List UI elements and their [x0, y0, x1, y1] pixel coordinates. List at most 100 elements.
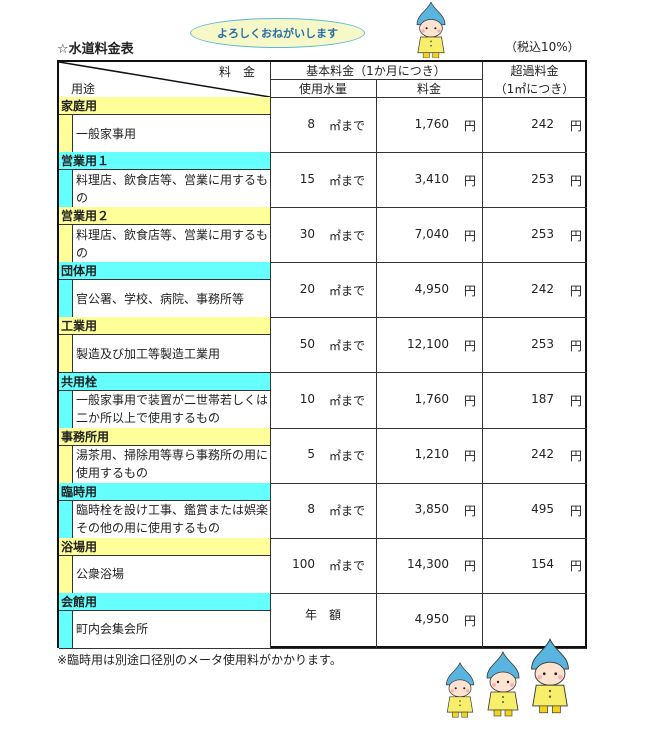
yen-unit: 円 [570, 283, 583, 298]
basic-fee-value: 1,760 [414, 392, 449, 407]
basic-fee-value: 7,040 [414, 226, 449, 241]
usage-unit: ㎡まで [329, 504, 366, 519]
usage-annual: 年 額 [304, 608, 341, 623]
usage-unit: ㎡まで [329, 118, 366, 133]
mascot-medium-icon [486, 651, 520, 717]
footnote: ※臨時用は別途口径別のメータ使用料がかかります。 [57, 653, 342, 667]
category-label: 会館用 [59, 592, 270, 611]
header-basic-fee: 基本料金（1か月につき） [306, 64, 446, 78]
usage-volume: 15 [299, 171, 315, 186]
basic-fee-value: 3,410 [414, 171, 449, 186]
excess-fee-value: 495 [531, 502, 554, 517]
excess-fee-value: 242 [531, 447, 554, 462]
excess-fee-value: 253 [531, 336, 554, 351]
excess-fee-value: 253 [531, 171, 554, 186]
usage-volume: 5 [307, 447, 315, 462]
yen-unit: 円 [464, 614, 477, 629]
speech-bubble [190, 18, 365, 48]
category-label: 営業用１ [59, 152, 270, 171]
usage-unit: ㎡まで [329, 228, 366, 243]
category-label: 団体用 [59, 262, 270, 281]
category-label: 浴場用 [59, 537, 270, 556]
category-label: 事務所用 [59, 427, 270, 446]
header-excess-unit: （1㎡につき） [494, 81, 575, 96]
category-description: 料理店、飲食店等、営業に用するもの [72, 225, 270, 263]
yen-unit: 円 [570, 118, 583, 133]
header-excess-fee: 超過料金 [510, 64, 559, 78]
mascot-small-icon [445, 662, 475, 718]
table-row: 家庭用 一般家事用 8 ㎡まで 1,760 円 242 円 [59, 97, 587, 154]
usage-volume: 100 [292, 557, 315, 572]
usage-unit: ㎡まで [329, 173, 366, 188]
yen-unit: 円 [570, 338, 583, 353]
usage-volume: 30 [299, 226, 315, 241]
yen-unit: 円 [464, 173, 477, 188]
table-row: 共用栓 一般家事用で装置が二世帯若しくは二か所以上で使用するもの 10 ㎡まで 1,… [59, 372, 587, 429]
usage-volume: 8 [307, 502, 315, 517]
usage-volume: 8 [307, 116, 315, 131]
yen-unit: 円 [570, 228, 583, 243]
header-fee-label: 料 金 [219, 65, 256, 79]
category-description: 臨時栓を設け工事、鑑賞または娯楽その他の用に使用するもの [72, 500, 270, 538]
category-label: 工業用 [59, 317, 270, 336]
usage-unit: ㎡まで [329, 559, 366, 574]
category-description: 料理店、飲食店等、営業に用するもの [72, 170, 270, 208]
usage-volume: 50 [299, 336, 315, 351]
usage-unit: ㎡まで [329, 449, 366, 464]
header-usage: 使用水量 [298, 81, 347, 96]
table-row: 事務所用 湯茶用、掃除用等専ら事務所の用に使用するもの 5 ㎡まで 1,210 円 2… [59, 427, 587, 484]
yen-unit: 円 [464, 338, 477, 353]
yen-unit: 円 [464, 559, 477, 574]
category-label: 共用栓 [59, 372, 270, 391]
usage-unit: ㎡まで [329, 394, 366, 409]
tax-note: （税込10%） [505, 40, 580, 54]
header-use-label: 用途 [71, 82, 96, 96]
excess-fee-value: 253 [531, 226, 554, 241]
excess-fee-value: 242 [531, 116, 554, 131]
category-description: 公衆浴場 [72, 555, 270, 593]
yen-unit: 円 [464, 504, 477, 519]
category-label: 営業用２ [59, 207, 270, 226]
table-row: 会館用 町内会集会所 年 額 4,950 円 [59, 592, 587, 649]
table-row: 工業用 製造及び加工等製造工業用 50 ㎡まで 12,100 円 253 円 [59, 317, 587, 374]
basic-fee-value: 1,210 [414, 447, 449, 462]
basic-fee-value: 4,950 [414, 281, 449, 296]
table-row: 臨時用 臨時栓を設け工事、鑑賞または娯楽その他の用に使用するもの 8 ㎡まで 3,8… [59, 482, 587, 539]
excess-fee-value: 242 [531, 281, 554, 296]
category-description: 町内会集会所 [72, 610, 270, 648]
yen-unit: 円 [464, 394, 477, 409]
category-label: 家庭用 [59, 97, 270, 115]
table-row: 営業用２ 料理店、飲食店等、営業に用するもの 30 ㎡まで 7,040 円 253 円 [59, 207, 587, 264]
basic-fee-value: 12,100 [407, 336, 449, 351]
page-title: ☆水道料金表 [57, 42, 134, 57]
table-row: 団体用 官公署、学校、病院、事務所等 20 ㎡まで 4,950 円 242 円 [59, 262, 587, 319]
yen-unit: 円 [464, 449, 477, 464]
yen-unit: 円 [570, 394, 583, 409]
yen-unit: 円 [464, 283, 477, 298]
rate-table: 料 金 用途 基本料金（1か月につき） 使用水量 料金 超過料金 （1㎡につき）… [57, 60, 587, 649]
header-diagonal-line [59, 62, 270, 97]
usage-unit: ㎡まで [329, 283, 366, 298]
category-label: 臨時用 [59, 482, 270, 501]
category-description: 官公署、学校、病院、事務所等 [72, 280, 270, 318]
speech-bubble-text: よろしくおねがいします [217, 27, 338, 40]
usage-unit: ㎡まで [329, 338, 366, 353]
basic-fee-value: 3,850 [414, 502, 449, 517]
yen-unit: 円 [464, 118, 477, 133]
basic-fee-value: 4,950 [414, 612, 449, 627]
category-description: 製造及び加工等製造工業用 [72, 335, 270, 373]
yen-unit: 円 [570, 559, 583, 574]
category-description: 一般家事用で装置が二世帯若しくは二か所以上で使用するもの [72, 390, 270, 428]
mascot-large-icon [531, 638, 569, 714]
mascot-icon [416, 2, 446, 58]
yen-unit: 円 [570, 504, 583, 519]
category-description: 一般家事用 [72, 115, 270, 153]
usage-volume: 20 [299, 281, 315, 296]
basic-fee-value: 1,760 [414, 116, 449, 131]
yen-unit: 円 [570, 449, 583, 464]
table-row: 営業用１ 料理店、飲食店等、営業に用するもの 15 ㎡まで 3,410 円 253 円 [59, 152, 587, 209]
excess-fee-value: 187 [531, 392, 554, 407]
table-row: 浴場用 公衆浴場 100 ㎡まで 14,300 円 154 円 [59, 537, 587, 594]
category-description: 湯茶用、掃除用等専ら事務所の用に使用するもの [72, 445, 270, 483]
